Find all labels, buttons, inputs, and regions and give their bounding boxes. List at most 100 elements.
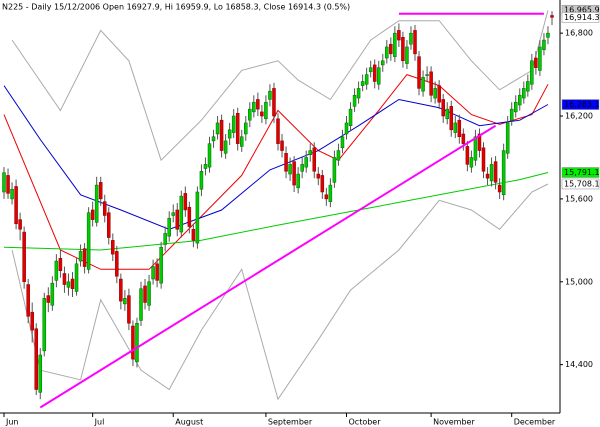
candle-body [86,212,91,270]
candle-body [58,258,63,271]
candle-body [320,175,325,193]
candle-body [501,150,506,196]
candle-body [364,74,369,85]
candle-body [223,140,228,154]
candle-body [195,191,200,244]
candle-body [171,212,175,216]
candle-body [115,251,119,277]
candle-body [332,157,337,183]
candle-body [433,88,437,99]
candle-body [207,143,212,168]
candle-body [292,161,296,186]
candle-body [191,229,196,241]
candle-body [119,278,123,302]
candle-body [437,85,441,103]
candle-body [538,46,542,71]
candle-body [368,67,373,73]
candle-body [26,284,30,317]
price-label-box [561,99,600,110]
candle-body [276,118,280,144]
candle-body [397,30,401,41]
candle-body [203,164,208,169]
candle-body [2,172,6,193]
candle-body [457,119,462,137]
candle-body [22,231,26,283]
y-tick-label: 16,800 [565,29,593,38]
candle-body [401,37,405,62]
candle-body [256,99,260,110]
candle-body [42,298,47,352]
x-tick-label: September [268,418,313,427]
candle-body [78,251,83,262]
candle-body [518,95,522,106]
candle-body [102,201,107,216]
candle-body [340,136,345,149]
candle-body [441,99,445,117]
candle-body [409,32,413,45]
candle-body [70,278,75,289]
candle-body [356,88,361,99]
candle-body [18,219,22,230]
candle-body [135,322,139,363]
candle-body [376,67,381,85]
candle-body [542,39,546,50]
price-label-box [561,178,600,190]
candle-body [107,212,111,238]
candle-body [211,136,216,142]
candle-body [489,164,494,182]
candle-body [38,354,43,393]
candle-body [14,186,18,225]
candle-body [308,150,312,155]
candle-body [461,133,466,144]
price-label-box [561,167,600,178]
candle-body [264,101,268,120]
y-tick-label: 15,000 [565,277,593,286]
x-tick-label: November [433,418,475,427]
price-label: 16,965.9 [564,6,600,15]
candle-body [522,88,526,99]
candle-body [546,32,550,38]
candle-body [336,150,341,161]
price-label: 15,791.1 [564,168,600,177]
candle-body [131,325,135,360]
candle-body [381,60,385,66]
candle-body [90,209,95,220]
candle-body [421,77,425,92]
candle-body [34,328,38,390]
candle-body [324,194,329,200]
candle-body [413,30,417,55]
candle-body [477,133,482,151]
candle-body [187,206,192,227]
candle-body [493,161,498,183]
price-label: 16,914.3 [564,13,600,22]
candle-body [526,81,530,92]
candle-body [417,56,421,89]
candle-body [50,282,55,306]
candle-body [328,184,333,202]
candle-body [252,101,256,113]
candle-body [82,248,87,267]
candle-body [300,164,304,172]
candle-body [449,106,454,131]
candle-body [231,115,236,133]
candle-body [227,129,232,139]
candle-body [66,281,71,288]
y-tick-label: 15,600 [565,194,593,203]
candle-body [344,122,349,135]
indicator-line [39,124,497,409]
candle-body [30,311,34,331]
candle-body [469,157,474,168]
candle-body [429,71,433,96]
candle-body [372,64,377,82]
candle-body [393,32,397,57]
price-label-box [561,12,600,23]
candle-body [98,182,103,200]
candle-body [497,184,502,193]
candle-body [534,57,538,68]
candle-body [505,122,510,154]
candle-body [151,266,155,280]
candle-body [316,173,321,179]
candle-body [167,217,171,237]
